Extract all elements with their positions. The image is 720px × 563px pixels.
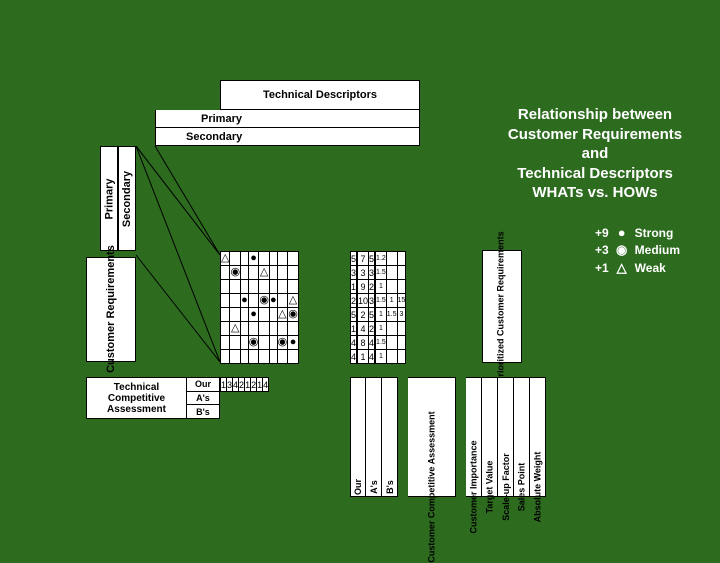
primary-left-header: Primary (100, 146, 118, 251)
diagonal-lines (136, 146, 220, 362)
tech-desc-header: Technical Descriptors (220, 80, 420, 110)
secondary-left-header: Secondary (118, 146, 136, 251)
right-columns: 5751.23331.5192121031.511552511.53142148… (350, 251, 406, 364)
bottom-left-block: Technical Competitive Assessment OurA'sB… (86, 377, 220, 419)
tech-comp-label: Technical Competitive Assessment (87, 378, 187, 418)
prioritized-header: Prioritized Customer Requirements (482, 250, 522, 363)
legend: +9●Strong+3◉Medium+1△Weak (595, 225, 680, 278)
bottom-vertical-labels: OurA'sB'sCustomer Competitive Assessment… (350, 377, 546, 497)
secondary-top-header: Secondary (155, 128, 420, 146)
primary-top-header: Primary (155, 110, 420, 128)
relationship-matrix: △●◉△●◉●△●△◉△◉◉● (220, 251, 299, 364)
bottom-numbers: 13421214 (220, 377, 269, 392)
cust-req-header: Customer Requirements (86, 257, 136, 362)
diagram-title: Relationship betweenCustomer Requirement… (490, 105, 700, 203)
